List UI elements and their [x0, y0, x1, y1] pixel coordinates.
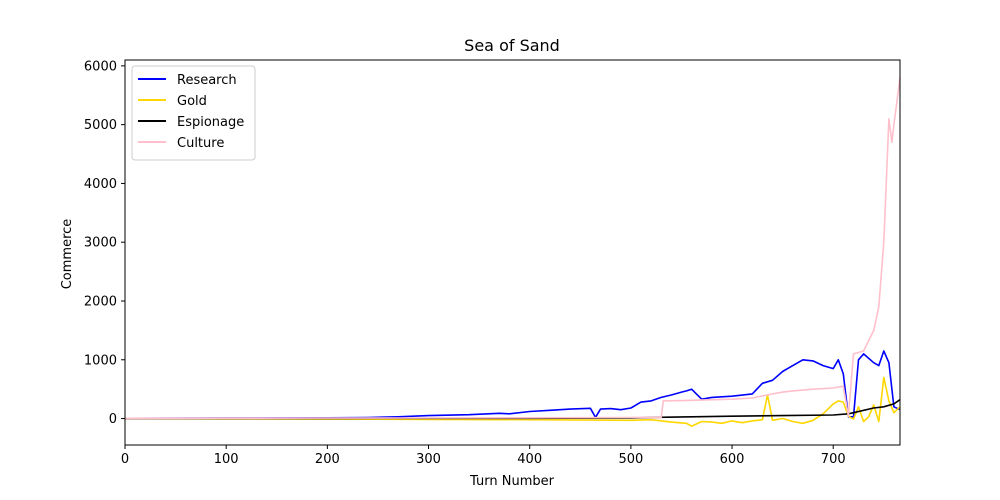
- x-axis-title: Turn Number: [469, 474, 555, 489]
- y-tick-label: 1000: [84, 353, 117, 368]
- series-layer: [124, 77, 901, 428]
- y-tick-label: 2000: [84, 294, 117, 309]
- y-axis-title: Commerce: [60, 219, 75, 290]
- x-tick-label: 300: [416, 452, 441, 467]
- legend-label: Research: [177, 73, 237, 88]
- series-line-espionage: [124, 399, 901, 420]
- x-tick-label: 700: [821, 452, 846, 467]
- x-axis: 0 100 200 300 400 500 600 700: [121, 445, 846, 467]
- chart-title: Sea of Sand: [464, 36, 560, 55]
- y-tick-label: 4000: [84, 177, 117, 192]
- y-tick-label: 3000: [84, 236, 117, 251]
- series-line-gold: [124, 376, 901, 428]
- y-tick-label: 6000: [84, 59, 117, 74]
- legend: Research Gold Espionage Culture: [131, 65, 256, 161]
- legend-box: [131, 65, 256, 161]
- series-line-research: [124, 350, 901, 420]
- legend-label: Espionage: [177, 115, 244, 130]
- y-tick-label: 0: [109, 412, 117, 427]
- y-tick-label: 5000: [84, 118, 117, 133]
- x-tick-label: 600: [720, 452, 745, 467]
- x-tick-label: 400: [517, 452, 542, 467]
- x-tick-label: 200: [315, 452, 340, 467]
- plot-frame: [124, 59, 901, 446]
- series-line-culture: [124, 77, 901, 420]
- x-tick-label: 500: [618, 452, 643, 467]
- y-axis: 0 1000 2000 3000 4000 5000 6000: [84, 59, 125, 427]
- x-tick-label: 0: [121, 452, 129, 467]
- x-tick-label: 100: [214, 452, 239, 467]
- legend-label: Culture: [177, 136, 224, 151]
- legend-label: Gold: [177, 94, 207, 109]
